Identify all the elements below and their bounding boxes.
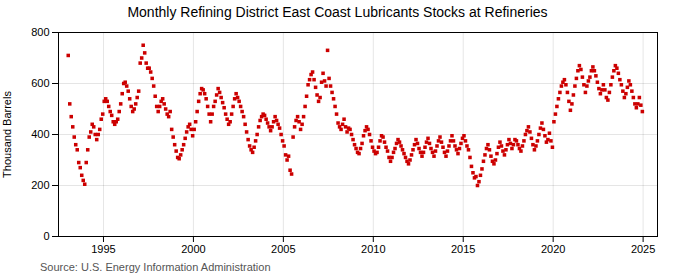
svg-text:2020: 2020 bbox=[541, 243, 565, 255]
svg-text:1995: 1995 bbox=[91, 243, 115, 255]
svg-text:600: 600 bbox=[31, 77, 49, 89]
svg-text:2025: 2025 bbox=[631, 243, 655, 255]
svg-text:2010: 2010 bbox=[361, 243, 385, 255]
svg-text:800: 800 bbox=[31, 26, 49, 38]
svg-text:400: 400 bbox=[31, 128, 49, 140]
html-text:Source: U.S. Energy Informatio: Source: U.S. Energy Information Administ… bbox=[40, 261, 271, 273]
svg-text:Thousand Barrels: Thousand Barrels bbox=[1, 91, 13, 178]
svg-text:2015: 2015 bbox=[451, 243, 475, 255]
svg-text:0: 0 bbox=[43, 230, 49, 242]
svg-text:2000: 2000 bbox=[181, 243, 205, 255]
html-text:Monthly Refining District East: Monthly Refining District East Coast Lub… bbox=[127, 4, 548, 20]
svg-text:200: 200 bbox=[31, 179, 49, 191]
svg-text:2005: 2005 bbox=[271, 243, 295, 255]
